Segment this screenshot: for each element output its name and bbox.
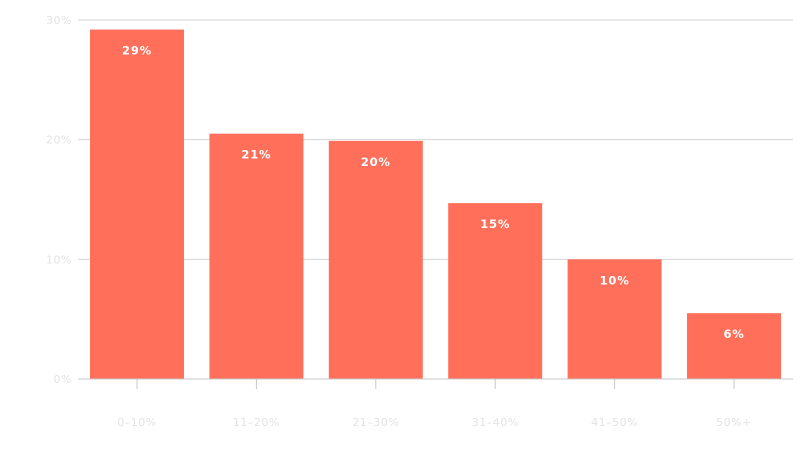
x-tick-label: 31–40%: [472, 416, 519, 429]
y-tick-label: 30%: [46, 14, 72, 27]
bar-data-label: 29%: [122, 44, 152, 58]
y-tick-label: 20%: [46, 134, 72, 147]
x-tick-label: 50%+: [716, 416, 752, 429]
bar-6: [687, 313, 781, 379]
bar-1: [90, 29, 184, 379]
y-tick-label: 0%: [54, 373, 72, 386]
bar-3: [328, 140, 423, 379]
bar-2: [209, 133, 304, 379]
x-tick-label: 11–20%: [233, 416, 280, 429]
bar-data-label: 6%: [723, 327, 744, 341]
bar-data-label: 21%: [241, 148, 271, 162]
bar-5: [567, 259, 662, 379]
bar-data-label: 10%: [600, 273, 630, 287]
bars: [90, 29, 781, 379]
data-labels: 29% 21% 20% 15% 10% 6%: [122, 44, 744, 342]
grid-lines: [78, 19, 793, 260]
x-tick-label: 41–50%: [591, 416, 638, 429]
bar-data-label: 20%: [361, 155, 391, 169]
bar-4: [448, 203, 543, 379]
y-tick-label: 10%: [46, 253, 72, 266]
bar-data-label: 15%: [480, 217, 510, 231]
y-axis-tick-labels: 0% 10% 20% 30%: [46, 14, 72, 386]
x-tick-label: 21–30%: [352, 416, 399, 429]
x-axis: 0–10% 11–20% 21–30% 31–40% 41–50% 50%+: [78, 378, 793, 429]
x-tick-label: 0–10%: [117, 416, 156, 429]
